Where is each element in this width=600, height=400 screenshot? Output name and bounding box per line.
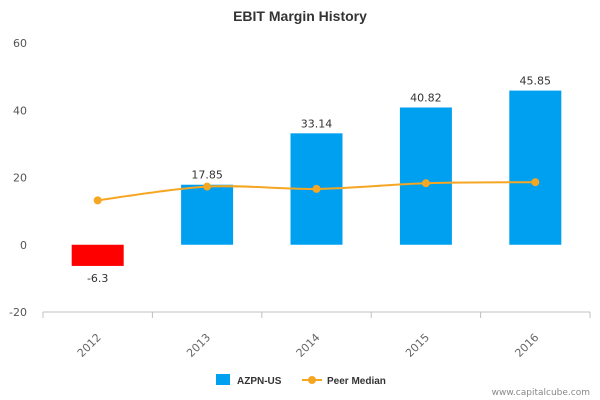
y-tick-label: -20 [9,306,27,319]
peer-median-point[interactable] [93,196,102,205]
y-tick-label: 40 [13,104,27,117]
bar[interactable] [71,244,124,266]
bar-value-label: 40.82 [410,91,442,104]
x-tick-label: 2015 [403,331,432,360]
x-tick-label: 2013 [184,331,213,360]
x-tick-label: 2012 [75,331,104,360]
credit-text: www.capitalcube.com [492,388,590,398]
bar-value-label: 17.85 [191,169,223,182]
chart-title: EBIT Margin History [233,8,367,24]
peer-median-point[interactable] [203,182,212,191]
x-axis-ticks [42,312,591,318]
legend[interactable]: AZPN-US Peer Median [216,374,386,387]
bar-value-label: 33.14 [301,117,333,130]
legend-label-peer-median: Peer Median [327,376,386,387]
peer-median-point[interactable] [531,178,540,187]
x-axis-labels: 2012 2013 2014 2015 2016 [75,331,542,360]
bar-series [71,90,562,266]
line-series [93,178,540,205]
bar[interactable] [181,184,234,245]
x-tick-label: 2014 [294,331,323,360]
y-tick-label: 20 [13,172,27,185]
y-tick-label: 60 [13,37,27,50]
peer-median-point[interactable] [421,179,430,188]
legend-swatch-azpn [216,374,230,385]
y-axis-labels: 60 40 20 0 -20 [9,37,27,319]
y-tick-label: 0 [20,239,27,252]
bar-value-label: -6.3 [87,272,108,285]
bar[interactable] [399,107,452,245]
legend-label-azpn: AZPN-US [237,376,282,387]
bar-value-label: 45.85 [520,75,552,88]
x-tick-label: 2016 [512,331,541,360]
peer-median-point[interactable] [312,184,321,193]
bar-data-labels: -6.3 17.85 33.14 40.82 45.85 [87,75,551,285]
legend-marker-peer-median [308,376,316,384]
bar[interactable] [509,90,562,245]
